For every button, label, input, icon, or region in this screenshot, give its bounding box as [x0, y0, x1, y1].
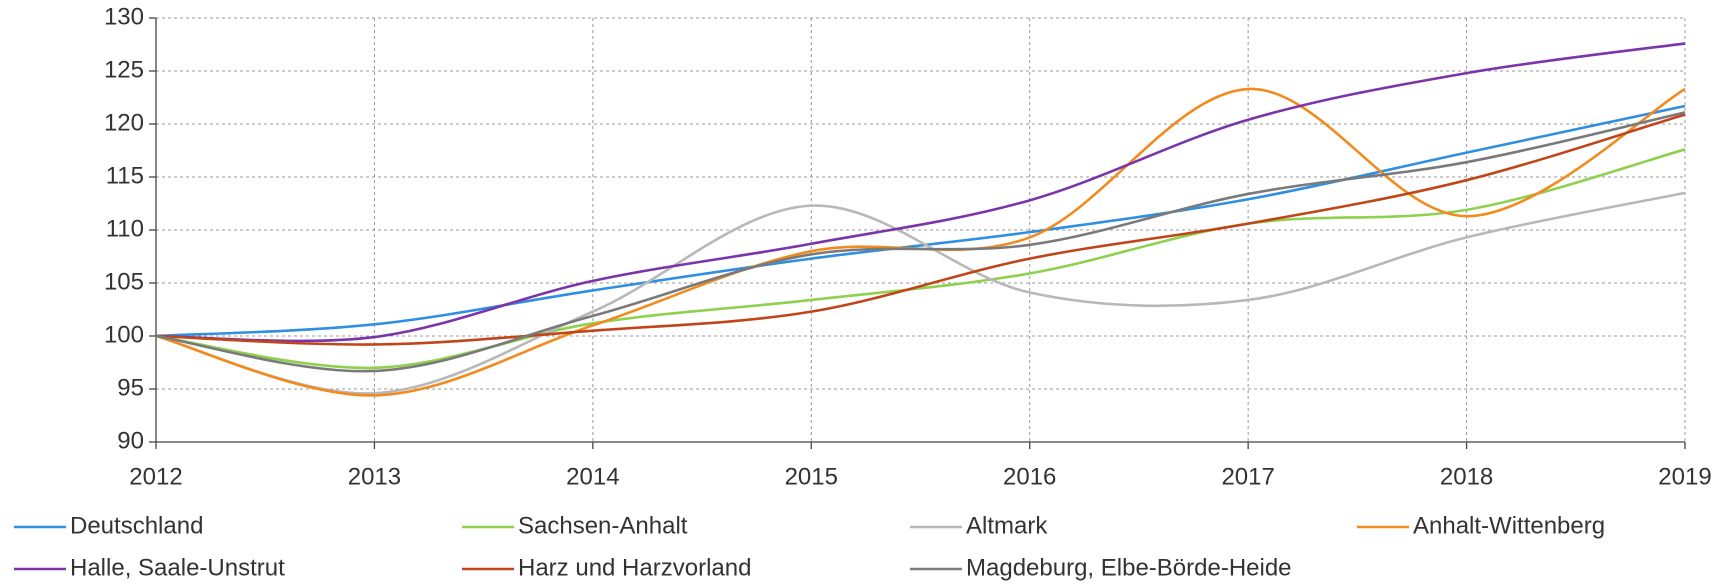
series-line — [155, 148, 1686, 370]
x-tick-label: 2015 — [785, 463, 838, 490]
series-line — [155, 113, 1686, 346]
legend-label: Altmark — [966, 512, 1048, 539]
y-tick-label: 95 — [117, 374, 144, 401]
y-tick-label: 125 — [104, 56, 144, 83]
x-tick-label: 2014 — [566, 463, 619, 490]
y-tick-label: 130 — [104, 3, 144, 30]
series-line — [155, 111, 1686, 373]
y-tick-label: 115 — [106, 162, 144, 189]
y-tick-label: 90 — [117, 427, 144, 454]
legend-label: Magdeburg, Elbe-Börde-Heide — [966, 554, 1292, 581]
x-tick-label: 2013 — [348, 463, 401, 490]
y-tick-label: 105 — [104, 268, 144, 295]
x-tick-label: 2012 — [129, 463, 182, 490]
y-tick-label: 100 — [104, 321, 144, 348]
legend-label: Harz und Harzvorland — [518, 554, 751, 581]
x-tick-label: 2019 — [1658, 463, 1711, 490]
legend-label: Anhalt-Wittenberg — [1413, 512, 1605, 539]
legend-label: Halle, Saale-Unstrut — [70, 554, 285, 581]
y-tick-label: 120 — [104, 109, 144, 136]
series-line — [155, 191, 1686, 395]
series-line — [155, 42, 1686, 343]
legend-label: Deutschland — [70, 512, 203, 539]
y-tick-label: 110 — [106, 215, 144, 242]
x-tick-label: 2016 — [1003, 463, 1056, 490]
legend-label: Sachsen-Anhalt — [518, 512, 688, 539]
series-line — [155, 104, 1686, 338]
x-tick-label: 2017 — [1221, 463, 1274, 490]
x-tick-label: 2018 — [1440, 463, 1493, 490]
